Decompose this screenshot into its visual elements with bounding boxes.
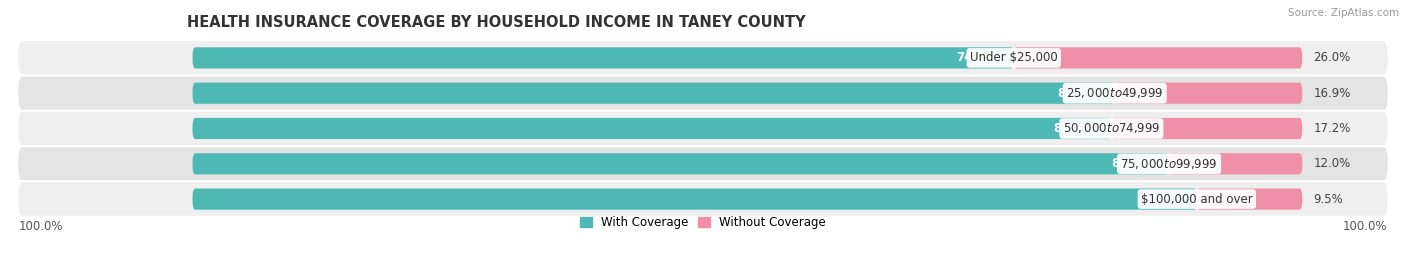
Text: $50,000 to $74,999: $50,000 to $74,999 bbox=[1063, 122, 1160, 136]
FancyBboxPatch shape bbox=[193, 189, 1197, 210]
FancyBboxPatch shape bbox=[17, 111, 1389, 146]
Text: 9.5%: 9.5% bbox=[1313, 193, 1343, 206]
Text: 12.0%: 12.0% bbox=[1313, 157, 1351, 170]
Text: 100.0%: 100.0% bbox=[18, 220, 63, 233]
FancyBboxPatch shape bbox=[17, 182, 1389, 217]
Legend: With Coverage, Without Coverage: With Coverage, Without Coverage bbox=[579, 216, 827, 229]
Text: Under $25,000: Under $25,000 bbox=[970, 51, 1057, 64]
Text: 90.5%: 90.5% bbox=[1139, 193, 1180, 206]
Text: 16.9%: 16.9% bbox=[1313, 87, 1351, 100]
FancyBboxPatch shape bbox=[17, 146, 1389, 182]
FancyBboxPatch shape bbox=[193, 47, 1014, 69]
FancyBboxPatch shape bbox=[193, 153, 1168, 174]
Text: $75,000 to $99,999: $75,000 to $99,999 bbox=[1121, 157, 1218, 171]
FancyBboxPatch shape bbox=[1197, 189, 1302, 210]
FancyBboxPatch shape bbox=[193, 83, 1115, 104]
FancyBboxPatch shape bbox=[1115, 83, 1302, 104]
Text: HEALTH INSURANCE COVERAGE BY HOUSEHOLD INCOME IN TANEY COUNTY: HEALTH INSURANCE COVERAGE BY HOUSEHOLD I… bbox=[187, 15, 806, 30]
Text: 100.0%: 100.0% bbox=[1343, 220, 1388, 233]
FancyBboxPatch shape bbox=[1014, 47, 1302, 69]
Text: 26.0%: 26.0% bbox=[1313, 51, 1351, 64]
FancyBboxPatch shape bbox=[17, 76, 1389, 111]
Text: 17.2%: 17.2% bbox=[1313, 122, 1351, 135]
Text: $25,000 to $49,999: $25,000 to $49,999 bbox=[1066, 86, 1163, 100]
Text: 88.0%: 88.0% bbox=[1111, 157, 1153, 170]
FancyBboxPatch shape bbox=[193, 118, 1111, 139]
Text: 74.0%: 74.0% bbox=[956, 51, 997, 64]
Text: 82.8%: 82.8% bbox=[1053, 122, 1095, 135]
Text: 83.1%: 83.1% bbox=[1057, 87, 1098, 100]
Text: Source: ZipAtlas.com: Source: ZipAtlas.com bbox=[1288, 8, 1399, 18]
Text: $100,000 and over: $100,000 and over bbox=[1140, 193, 1253, 206]
FancyBboxPatch shape bbox=[1111, 118, 1302, 139]
FancyBboxPatch shape bbox=[1168, 153, 1302, 174]
FancyBboxPatch shape bbox=[17, 40, 1389, 76]
